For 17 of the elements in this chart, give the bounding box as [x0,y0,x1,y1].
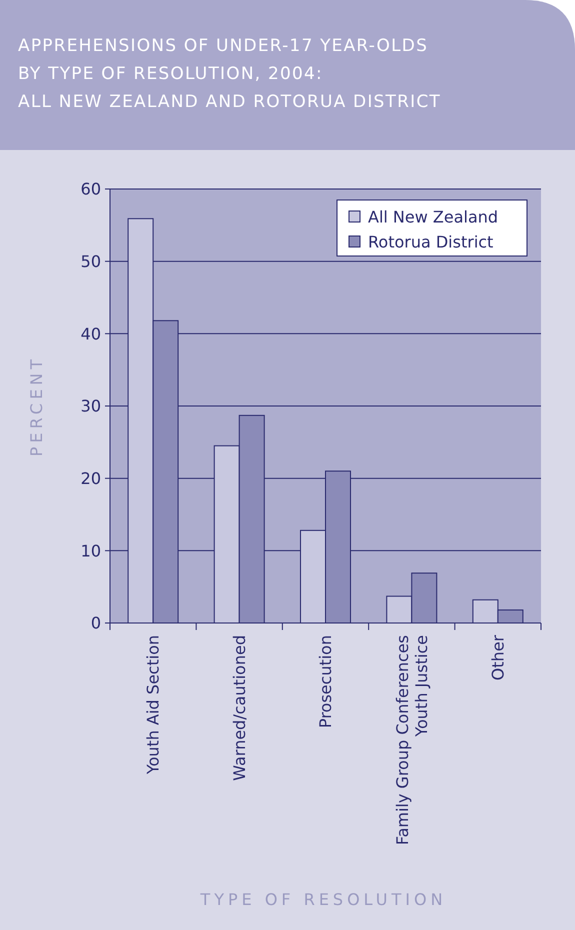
x-tick-label: Family Group Conferences Youth Justice [392,635,431,846]
legend-label: Rotorua District [368,232,494,252]
chart-title: APPREHENSIONS OF UNDER-17 YEAR-OLDS BY TYPE OF RESOLUTION, 2004: ALL NEW ZEALAND AND ROTORUA DISTRICT [18,36,442,112]
y-tick-label: 10 [80,541,101,560]
x-tick-label: Youth Aid Section [144,635,163,776]
x-tick-label: Warned/cautioned [230,635,249,781]
x-tick-label: Other [488,634,508,680]
y-axis-title: PERCENT [27,355,46,457]
y-tick-label: 0 [90,614,101,633]
y-tick-label: 50 [80,252,101,271]
legend-label: All New Zealand [368,208,498,227]
y-tick-label: 20 [80,468,101,488]
y-tick-label: 60 [80,180,101,199]
x-axis-title: TYPE OF RESOLUTION [199,890,447,909]
y-tick-label: 40 [80,324,101,344]
x-tick-label: Prosecution [316,635,336,728]
y-tick-label: 30 [80,396,101,416]
